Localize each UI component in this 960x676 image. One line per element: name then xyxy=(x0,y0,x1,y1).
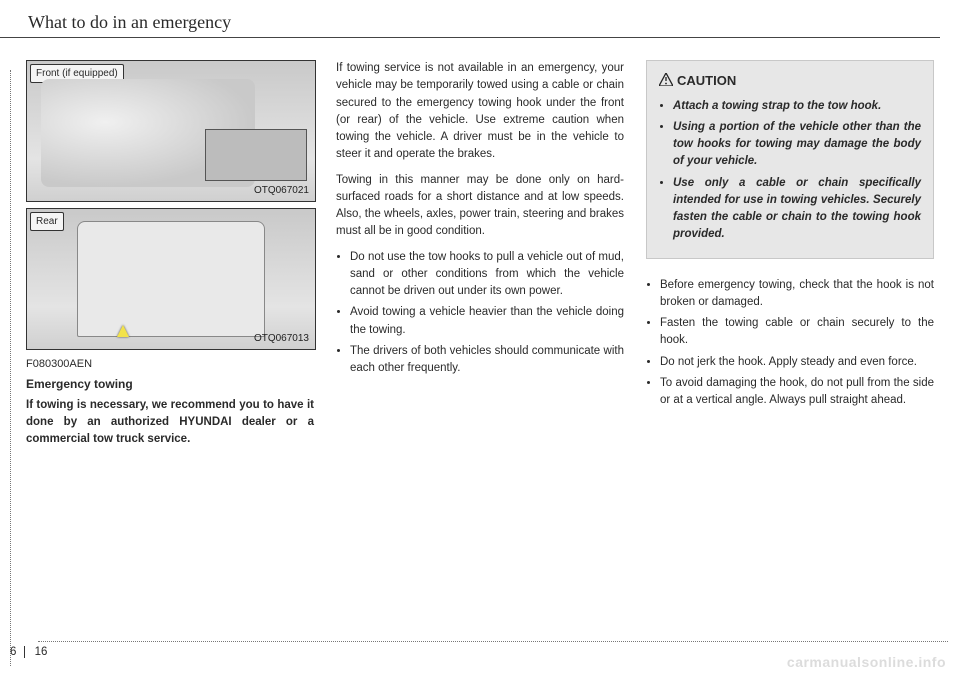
figure-front-code: OTQ067021 xyxy=(254,183,309,198)
middle-column: If towing service is not available in an… xyxy=(336,60,624,456)
watermark: carmanualsonline.info xyxy=(787,654,946,670)
header-title: What to do in an emergency xyxy=(28,12,231,32)
left-column: Front (if equipped) OTQ067021 Rear OTQ06… xyxy=(26,60,314,456)
post-bullet: Do not jerk the hook. Apply steady and e… xyxy=(660,354,934,371)
middle-para1: If towing service is not available in an… xyxy=(336,60,624,164)
post-bullet: Before emergency towing, check that the … xyxy=(660,277,934,312)
footer-dotted-line xyxy=(38,641,948,642)
middle-para2: Towing in this manner may be done only o… xyxy=(336,172,624,241)
section-heading: Emergency towing xyxy=(26,375,314,393)
left-dotted-margin xyxy=(10,70,11,666)
tow-hook-inset xyxy=(205,129,307,181)
middle-bullet: The drivers of both vehicles should comm… xyxy=(350,343,624,378)
figure-front: Front (if equipped) OTQ067021 xyxy=(26,60,316,202)
section-code: F080300AEN xyxy=(26,356,314,373)
page-header: What to do in an emergency xyxy=(0,0,940,38)
right-column: CAUTION Attach a towing strap to the tow… xyxy=(646,60,934,456)
figure-rear-code: OTQ067013 xyxy=(254,331,309,346)
recommend-paragraph: If towing is necessary, we recommend you… xyxy=(26,397,314,449)
caution-title: CAUTION xyxy=(659,71,921,92)
middle-bullet: Do not use the tow hooks to pull a vehic… xyxy=(350,249,624,301)
caution-title-text: CAUTION xyxy=(677,73,736,88)
page-number: 16 xyxy=(35,646,48,658)
post-bullet: To avoid damaging the hook, do not pull … xyxy=(660,375,934,410)
caution-bullets: Attach a towing strap to the tow hook. U… xyxy=(659,98,921,244)
figure-rear: Rear OTQ067013 xyxy=(26,208,316,350)
car-rear-illustration xyxy=(77,221,265,337)
tow-point-arrow-icon xyxy=(117,325,129,337)
caution-bullet: Attach a towing strap to the tow hook. xyxy=(673,98,921,115)
post-bullet: Fasten the towing cable or chain securel… xyxy=(660,315,934,350)
caution-box: CAUTION Attach a towing strap to the tow… xyxy=(646,60,934,259)
middle-bullet: Avoid towing a vehicle heavier than the … xyxy=(350,304,624,339)
middle-bullets: Do not use the tow hooks to pull a vehic… xyxy=(336,249,624,378)
manual-page: What to do in an emergency Front (if equ… xyxy=(0,0,960,676)
caution-bullet: Use only a cable or chain specifically i… xyxy=(673,175,921,244)
caution-bullet: Using a portion of the vehicle other tha… xyxy=(673,119,921,171)
page-footer: 6 16 xyxy=(10,646,47,658)
post-caution-bullets: Before emergency towing, check that the … xyxy=(646,277,934,410)
section-number: 6 xyxy=(10,646,25,658)
warning-triangle-icon xyxy=(659,72,673,92)
content-columns: Front (if equipped) OTQ067021 Rear OTQ06… xyxy=(0,38,960,456)
figure-rear-label: Rear xyxy=(30,212,64,231)
